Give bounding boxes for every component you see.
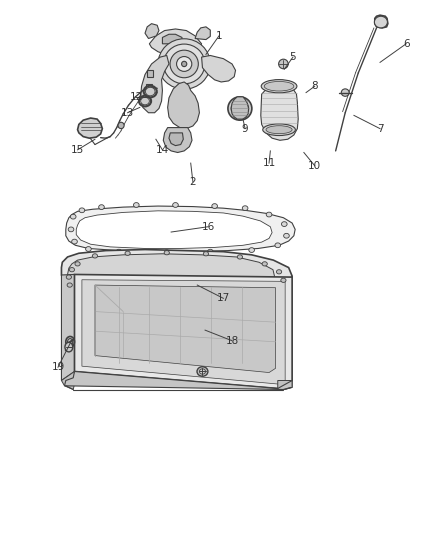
Text: 5: 5 — [290, 52, 296, 62]
Text: 16: 16 — [201, 222, 215, 232]
Ellipse shape — [279, 59, 288, 69]
Ellipse shape — [262, 262, 267, 266]
Polygon shape — [78, 118, 102, 138]
Ellipse shape — [281, 278, 286, 282]
Polygon shape — [146, 84, 152, 91]
Ellipse shape — [65, 342, 73, 352]
Polygon shape — [61, 274, 74, 381]
Ellipse shape — [242, 206, 248, 211]
Polygon shape — [168, 82, 199, 128]
Ellipse shape — [264, 82, 294, 91]
Polygon shape — [61, 372, 74, 390]
Polygon shape — [231, 97, 249, 119]
Ellipse shape — [341, 89, 349, 96]
Ellipse shape — [261, 79, 297, 93]
Polygon shape — [375, 15, 388, 28]
Polygon shape — [74, 274, 292, 389]
Polygon shape — [66, 206, 295, 252]
Text: 12: 12 — [130, 92, 143, 102]
Ellipse shape — [177, 56, 192, 71]
Text: 7: 7 — [377, 124, 383, 134]
Polygon shape — [163, 127, 192, 152]
Ellipse shape — [68, 227, 74, 232]
Polygon shape — [82, 280, 285, 384]
Ellipse shape — [266, 212, 272, 217]
Text: 10: 10 — [308, 161, 321, 171]
Ellipse shape — [282, 222, 287, 227]
Ellipse shape — [263, 124, 295, 135]
Ellipse shape — [134, 203, 139, 207]
Text: 2: 2 — [190, 176, 196, 187]
Polygon shape — [201, 55, 236, 82]
Text: 19: 19 — [51, 362, 64, 372]
Ellipse shape — [231, 100, 249, 117]
Ellipse shape — [71, 214, 76, 219]
Ellipse shape — [164, 250, 170, 255]
Polygon shape — [147, 70, 153, 77]
Text: 18: 18 — [226, 336, 239, 346]
Ellipse shape — [69, 268, 74, 272]
Text: 14: 14 — [156, 145, 169, 155]
Ellipse shape — [116, 249, 122, 254]
Ellipse shape — [164, 251, 170, 255]
Polygon shape — [61, 249, 292, 297]
Ellipse shape — [145, 87, 155, 96]
Ellipse shape — [237, 255, 243, 259]
Polygon shape — [278, 381, 292, 390]
Ellipse shape — [249, 248, 254, 253]
Ellipse shape — [182, 61, 187, 67]
Text: 13: 13 — [121, 108, 134, 118]
Ellipse shape — [118, 122, 124, 128]
Polygon shape — [67, 254, 275, 294]
Text: 1: 1 — [215, 31, 223, 41]
Ellipse shape — [85, 247, 91, 252]
Ellipse shape — [67, 283, 72, 287]
Polygon shape — [95, 285, 276, 373]
Ellipse shape — [170, 50, 198, 78]
Polygon shape — [145, 23, 159, 38]
Polygon shape — [149, 29, 201, 56]
Ellipse shape — [99, 205, 104, 209]
Ellipse shape — [67, 338, 73, 345]
Ellipse shape — [374, 16, 388, 28]
Text: 17: 17 — [217, 293, 230, 303]
Ellipse shape — [72, 239, 78, 244]
Ellipse shape — [266, 126, 292, 134]
Ellipse shape — [208, 249, 213, 254]
Polygon shape — [195, 27, 210, 39]
Text: 9: 9 — [242, 124, 248, 134]
Text: 15: 15 — [71, 145, 84, 155]
Polygon shape — [64, 372, 292, 390]
Polygon shape — [141, 55, 169, 113]
Text: 8: 8 — [311, 81, 318, 91]
Ellipse shape — [197, 367, 208, 376]
Ellipse shape — [79, 208, 85, 213]
Ellipse shape — [125, 251, 130, 255]
Polygon shape — [278, 276, 292, 389]
Ellipse shape — [163, 44, 205, 84]
Ellipse shape — [141, 98, 149, 105]
Ellipse shape — [173, 203, 178, 207]
Text: 11: 11 — [262, 158, 276, 168]
Text: 6: 6 — [403, 39, 410, 49]
Ellipse shape — [66, 275, 71, 279]
Ellipse shape — [92, 254, 98, 258]
Ellipse shape — [199, 369, 205, 374]
Ellipse shape — [228, 97, 252, 120]
Ellipse shape — [275, 243, 281, 248]
Polygon shape — [76, 211, 272, 248]
Polygon shape — [162, 34, 182, 44]
Ellipse shape — [284, 233, 289, 238]
Polygon shape — [261, 85, 298, 140]
Ellipse shape — [158, 39, 210, 89]
Polygon shape — [169, 133, 184, 146]
Ellipse shape — [276, 270, 282, 274]
Ellipse shape — [212, 204, 218, 208]
Ellipse shape — [75, 262, 80, 266]
Ellipse shape — [203, 252, 208, 256]
